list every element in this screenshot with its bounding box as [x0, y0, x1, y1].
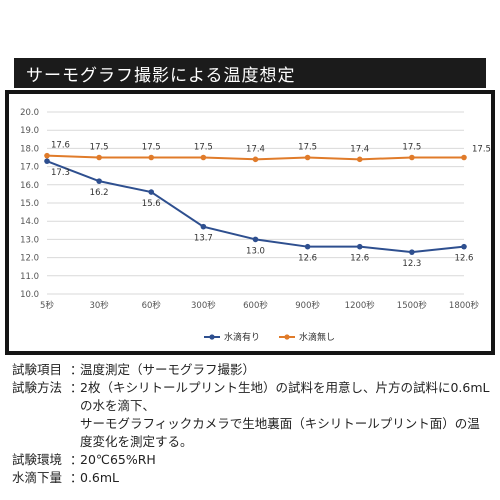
info-row-method: 試験方法 ： 2枚（キシリトールプリント生地）の試料を用意し、片方の試料に0.6… [12, 379, 492, 415]
x-tick-label: 300秒 [191, 300, 216, 311]
data-point [148, 154, 155, 161]
y-tick-label: 19.0 [20, 126, 39, 136]
y-tick-label: 17.0 [20, 163, 39, 173]
data-point [461, 154, 467, 161]
data-label: 12.3 [402, 259, 421, 269]
data-label: 17.5 [142, 143, 161, 153]
x-tick-label: 1800秒 [449, 300, 480, 311]
data-point [148, 189, 155, 195]
data-point [44, 158, 50, 164]
info-separator: ： [70, 470, 83, 485]
info-separator: ： [70, 380, 83, 395]
data-point [200, 154, 207, 161]
data-label: 16.2 [90, 188, 109, 198]
data-label: 17.5 [402, 143, 421, 153]
legend-label-1: 水滴有り [224, 331, 260, 343]
chart-frame: 20.0 19.0 18.0 17.0 16.0 15.0 14.0 13.0 12.0 11.0… [5, 90, 495, 355]
legend-marker-1 [209, 334, 215, 340]
data-point [356, 243, 363, 250]
line-chart: 20.0 19.0 18.0 17.0 16.0 15.0 14.0 13.0 12.0 11.0… [20, 108, 491, 343]
data-label: 17.5 [90, 143, 109, 153]
info-value: 0.6mL [80, 470, 120, 485]
data-point [252, 156, 259, 163]
data-point [304, 243, 311, 250]
data-label: 12.6 [298, 254, 317, 264]
legend-marker-2 [284, 334, 290, 340]
y-tick-label: 18.0 [20, 144, 39, 154]
data-label: 13.0 [246, 246, 265, 256]
info-key: 試験項目 [12, 362, 63, 377]
info-row-method-cont: サーモグラフィックカメラで生地裏面（キシリトールプリント面）の温度変化を測定する… [12, 415, 492, 451]
data-point [44, 152, 50, 159]
data-point [252, 236, 259, 243]
data-label: 17.3 [51, 168, 70, 178]
info-key: 試験方法 [12, 380, 63, 395]
y-tick-label: 20.0 [20, 108, 39, 118]
x-tick-label: 1200秒 [345, 300, 376, 311]
data-point [356, 156, 363, 163]
data-label: 13.7 [194, 234, 213, 244]
data-label: 17.6 [51, 141, 70, 151]
data-label: 17.5 [298, 143, 317, 153]
info-value: 2枚（キシリトールプリント生地）の試料を用意し、片方の試料に0.6mLの水を滴下… [80, 380, 490, 413]
y-tick-label: 13.0 [20, 235, 39, 245]
x-tick-label: 5秒 [40, 300, 54, 311]
data-point [409, 154, 415, 161]
data-point [304, 154, 311, 161]
data-label: 15.6 [142, 199, 161, 209]
info-separator: ： [70, 452, 83, 467]
x-tick-label: 900秒 [295, 300, 320, 311]
info-value: 20℃65%RH [80, 452, 156, 467]
y-tick-label: 10.0 [20, 290, 39, 300]
chart-title-bar: サーモグラフ撮影による温度想定 [14, 58, 486, 88]
info-key: 試験環境 [12, 452, 63, 467]
test-info: 試験項目 ： 温度測定（サーモグラフ撮影） 試験方法 ： 2枚（キシリトールプリ… [12, 361, 492, 487]
info-row-item: 試験項目 ： 温度測定（サーモグラフ撮影） [12, 361, 492, 379]
y-tick-label: 16.0 [20, 181, 39, 191]
info-row-environment: 試験環境 ： 20℃65%RH [12, 451, 492, 469]
data-label: 17.4 [246, 144, 265, 154]
data-point [200, 223, 207, 230]
data-point [409, 249, 415, 255]
x-tick-label: 600秒 [243, 300, 268, 311]
info-row-amount: 水滴下量 ： 0.6mL [12, 469, 492, 487]
y-tick-label: 14.0 [20, 217, 39, 227]
data-label: 17.5 [194, 143, 213, 153]
data-point [96, 154, 102, 161]
x-tick-label: 30秒 [89, 300, 109, 311]
y-tick-label: 11.0 [20, 272, 39, 282]
x-tick-label: 60秒 [142, 300, 162, 311]
x-tick-label: 1500秒 [397, 300, 428, 311]
data-label: 17.4 [350, 144, 369, 154]
y-tick-label: 12.0 [20, 254, 39, 264]
info-value: サーモグラフィックカメラで生地裏面（キシリトールプリント面）の温度変化を測定する… [80, 416, 480, 449]
legend-label-2: 水滴無し [299, 331, 335, 343]
data-point [96, 178, 102, 184]
data-label: 12.6 [350, 254, 369, 264]
info-separator: ： [70, 362, 83, 377]
data-label: 12.6 [455, 254, 474, 264]
data-label: 17.5 [472, 145, 491, 155]
data-point [461, 243, 467, 250]
chart-title: サーモグラフ撮影による温度想定 [26, 65, 296, 86]
info-key: 水滴下量 [12, 470, 63, 485]
y-tick-label: 15.0 [20, 199, 39, 209]
info-value: 温度測定（サーモグラフ撮影） [80, 362, 256, 377]
